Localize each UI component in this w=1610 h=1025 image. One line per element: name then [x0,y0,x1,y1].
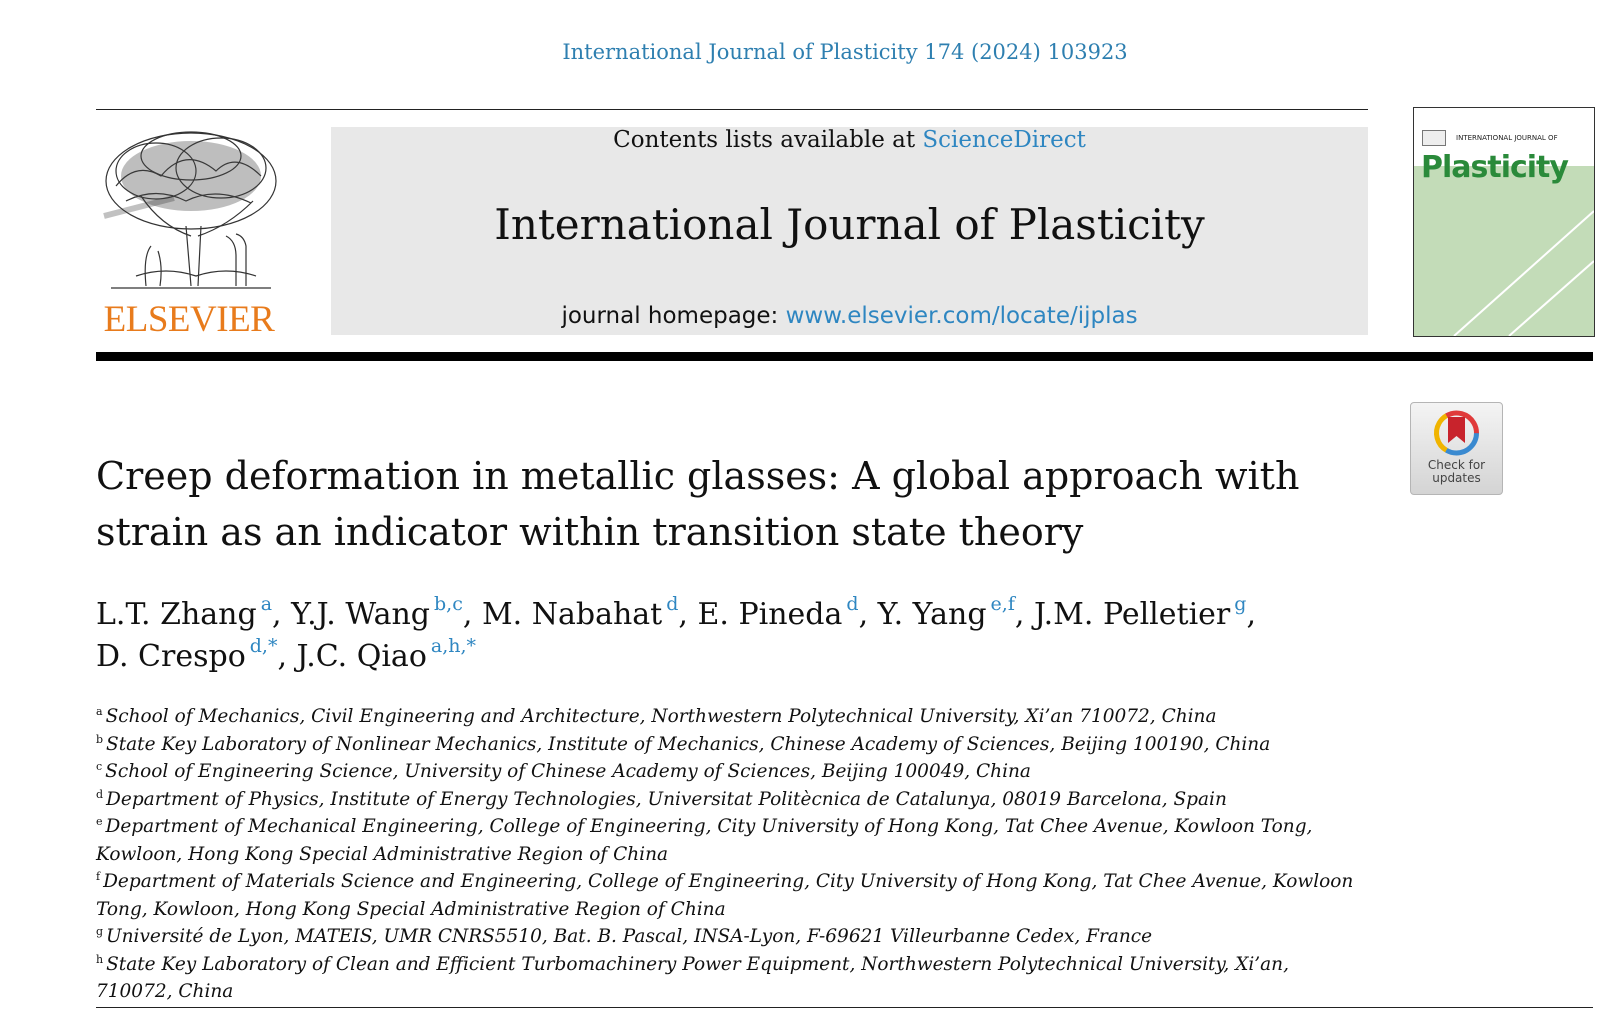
author-name: Y.J. Wang [291,597,431,632]
affiliation-item: h State Key Laboratory of Clean and Effic… [96,951,1366,1006]
masthead-rule [96,352,1593,361]
author-affiliation-links[interactable]: g [1234,593,1247,615]
check-line-2: updates [1432,471,1481,485]
affiliation-item: g Université de Lyon, MATEIS, UMR CNRS551… [96,923,1366,951]
author-name: Y. Yang [877,597,987,632]
affiliation-label: e [96,815,103,828]
check-line-1: Check for [1427,458,1486,472]
journal-title: International Journal of Plasticity [494,200,1205,249]
author-affiliation-links[interactable]: b,c [434,593,463,615]
contents-line: Contents lists available at ScienceDirec… [331,127,1368,153]
affiliation-list: a School of Mechanics, Civil Engineering … [96,703,1366,1006]
author-name: E. Pineda [697,597,843,632]
affiliation-item: b State Key Laboratory of Nonlinear Mecha… [96,731,1366,759]
author-name: M. Nabahat [481,597,663,632]
affiliation-text: State Key Laboratory of Nonlinear Mechan… [106,733,1271,755]
author-name: L.T. Zhang [96,597,257,632]
cover-elsevier-icon [1422,130,1446,146]
cover-journal-label: INTERNATIONAL JOURNAL OF [1456,134,1558,142]
affiliation-label: h [96,952,104,966]
journal-citation[interactable]: International Journal of Plasticity 174 … [562,40,1128,64]
article-title-line-2: strain as an indicator within transition… [96,510,1084,554]
author-name: J.M. Pelletier [1033,597,1231,632]
bookmark-ring-icon [1434,410,1479,456]
affiliation-text: Department of Physics, Institute of Ener… [106,788,1227,810]
affiliation-item: e Department of Mechanical Engineering, C… [96,813,1366,868]
affiliation-text: State Key Laboratory of Clean and Effici… [96,953,1289,1003]
sciencedirect-link[interactable]: ScienceDirect [922,127,1086,153]
author: Y.J. Wang b,c [291,595,463,633]
affiliation-label: a [96,705,103,718]
journal-cover[interactable]: INTERNATIONAL JOURNAL OF Plasticity [1413,107,1595,337]
author-name: D. Crespo [96,639,246,674]
author: M. Nabahat d [481,595,678,633]
affiliation-text: Université de Lyon, MATEIS, UMR CNRS5510… [106,926,1153,947]
affiliation-item: f Department of Materials Science and Eng… [96,868,1366,923]
check-for-updates-button[interactable]: Check for updates [1410,402,1503,495]
author: J.C. Qiao a,h,* [296,637,476,675]
affiliation-text: School of Mechanics, Civil Engineering a… [105,706,1217,727]
journal-homepage-link[interactable]: www.elsevier.com/locate/ijplas [785,303,1138,329]
tree-icon [103,131,277,289]
affiliation-label: b [96,732,104,746]
article-title: Creep deformation in metallic glasses: A… [96,448,1396,560]
author: J.M. Pelletier g [1033,595,1246,633]
author-affiliation-links[interactable]: a,h,* [430,635,477,657]
article-title-line-1: Creep deformation in metallic glasses: A… [96,454,1300,498]
affiliation-item: a School of Mechanics, Civil Engineering … [96,703,1366,731]
author: D. Crespo d,* [96,637,277,675]
affiliation-item: d Department of Physics, Institute of Ene… [96,786,1366,814]
header-rule [96,109,1368,110]
affiliation-label: g [96,925,104,938]
journal-masthead: Contents lists available at ScienceDirec… [331,127,1368,335]
publisher-name: ELSEVIER [103,299,275,340]
author: E. Pineda d [697,595,858,633]
contents-prefix: Contents lists available at [613,127,923,153]
author-list: L.T. Zhang a, Y.J. Wang b,c, M. Nabahat d, … [96,593,1256,675]
affiliation-label: d [96,787,104,801]
affiliation-label: f [96,870,101,883]
homepage-line: journal homepage: www.elsevier.com/locat… [331,303,1368,329]
author-name: J.C. Qiao [296,639,427,674]
author-affiliation-links[interactable]: a [260,593,273,615]
cover-title: Plasticity [1421,150,1569,185]
author-affiliation-links[interactable]: d [846,593,859,615]
homepage-prefix: journal homepage: [561,303,786,329]
footer-rule [96,1007,1593,1008]
affiliation-text: School of Engineering Science, Universit… [105,761,1031,782]
check-for-updates-label: Check for updates [1411,459,1502,485]
affiliation-text: Department of Materials Science and Engi… [96,871,1354,920]
author-affiliation-links[interactable]: d [666,593,679,615]
author: Y. Yang e,f [877,595,1015,633]
author-affiliation-links[interactable]: d,* [249,635,278,657]
elsevier-logo: ELSEVIER [96,126,282,341]
affiliation-text: Department of Mechanical Engineering, Co… [96,816,1313,865]
author-affiliation-links[interactable]: e,f [990,593,1015,615]
author: L.T. Zhang a [96,595,272,633]
cover-art [1414,166,1594,336]
affiliation-item: c School of Engineering Science, Universi… [96,758,1366,786]
affiliation-label: c [96,760,103,773]
